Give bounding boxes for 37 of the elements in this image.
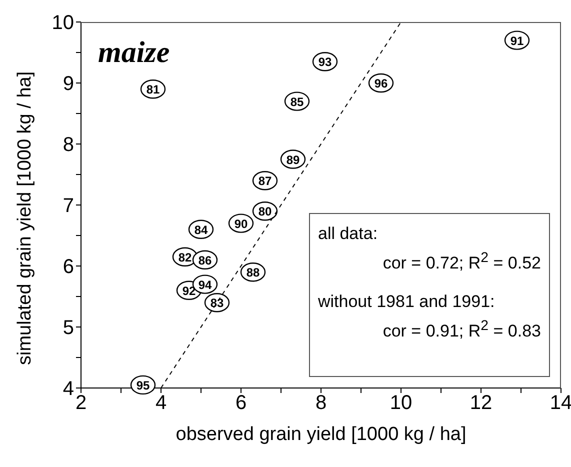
annotation: 89: [286, 152, 300, 167]
annotation: 92: [182, 284, 196, 298]
y-tick-label: 4: [62, 378, 74, 400]
y-tick-label: 6: [62, 256, 74, 278]
annotation: 93: [318, 55, 332, 70]
annotation: 82: [178, 250, 192, 264]
annotation: 87: [258, 174, 272, 188]
y-axis-title: simulated grain yield [1000 kg / ha]: [14, 71, 36, 365]
y-tick-label: 5: [62, 317, 74, 340]
annotation: all data:: [318, 223, 379, 245]
annotation: 86: [198, 253, 212, 268]
annotation: 81: [146, 82, 160, 97]
annotation: cor = 0.91; R$^{2}$ = 0.83: [382, 316, 541, 342]
x-tick-label: 12: [470, 392, 492, 414]
annotation: 88: [246, 266, 260, 280]
x-tick-label: 8: [315, 392, 327, 414]
annotation: 91: [510, 34, 524, 48]
text: maize: [98, 36, 170, 70]
annotation: 83: [210, 296, 224, 310]
annotation: 90: [234, 216, 248, 231]
annotation: 84: [194, 222, 208, 237]
annotation: 94: [198, 278, 212, 292]
y-tick-label: 8: [62, 134, 74, 156]
annotation: 80: [258, 204, 272, 219]
x-tick-label: 6: [235, 392, 247, 414]
x-axis-title: observed grain yield [1000 kg / ha]: [176, 424, 466, 445]
annotation: 96: [374, 76, 388, 90]
y-tick-label: 10: [52, 12, 74, 34]
annotation: 95: [136, 378, 150, 392]
annotation: without 1981 and 1991:: [318, 290, 496, 313]
x-tick-label: 2: [75, 392, 87, 414]
y-tick-label: 7: [62, 195, 74, 218]
x-tick-label: 4: [155, 392, 167, 414]
x-tick-label: 10: [390, 392, 412, 414]
annotation: 85: [290, 94, 304, 109]
annotation: cor = 0.72; R$^{2}$ = 0.52: [382, 249, 541, 275]
y-tick-label: 9: [62, 73, 74, 96]
